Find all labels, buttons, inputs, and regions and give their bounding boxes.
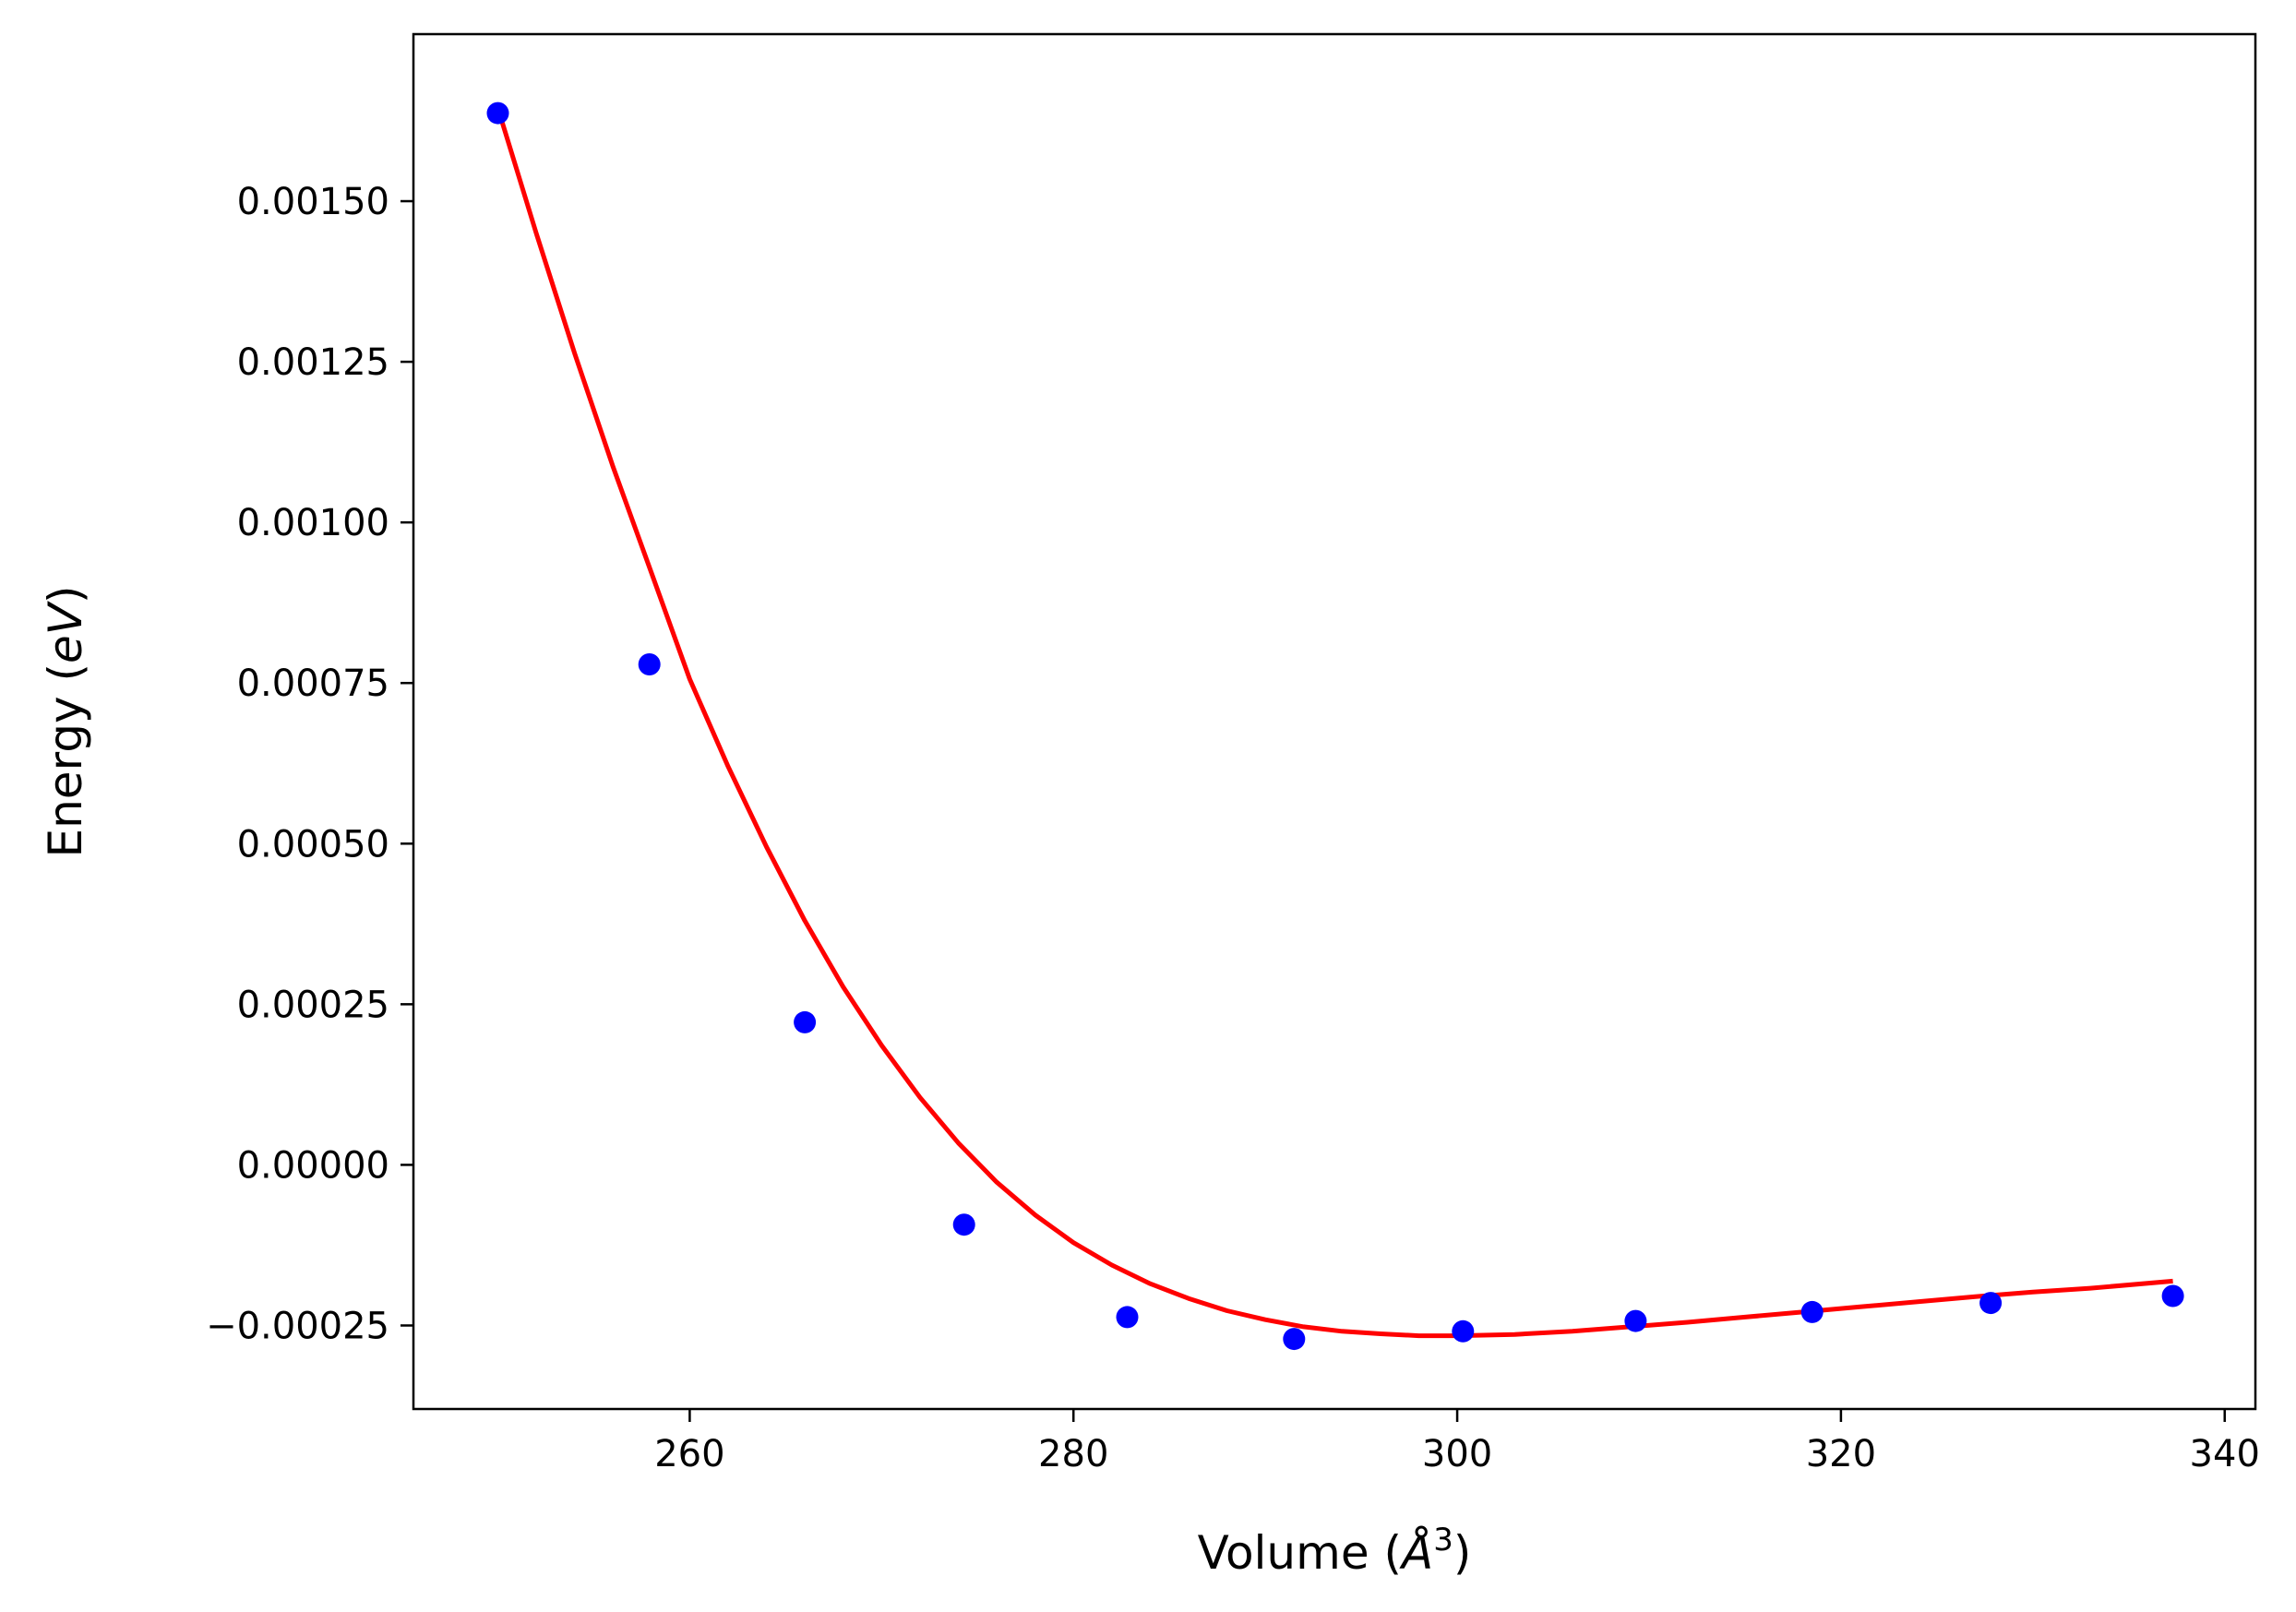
y-tick-label: 0.00000: [237, 1144, 389, 1187]
data-point: [2161, 1284, 2184, 1308]
plot-area: [486, 101, 2184, 1351]
y-tick-label: 0.00150: [237, 181, 389, 223]
y-tick-label: −0.00025: [206, 1305, 389, 1347]
data-point: [1116, 1306, 1139, 1329]
x-tick-label: 340: [2190, 1433, 2260, 1475]
data-point: [1624, 1309, 1647, 1332]
data-point: [1979, 1292, 2003, 1315]
fit-curve: [496, 107, 2173, 1339]
x-tick-label: 280: [1038, 1433, 1108, 1475]
data-point: [1800, 1300, 1824, 1323]
x-axis-label: Volume (Å3): [1198, 1522, 1472, 1580]
x-axis-label-unit: Å: [1399, 1526, 1433, 1580]
x-axis-label-exponent: 3: [1433, 1522, 1453, 1558]
x-tick-label: 320: [1806, 1433, 1876, 1475]
y-tick-label: 0.00125: [237, 341, 389, 384]
data-point: [486, 101, 509, 125]
y-axis-label-text: Energy: [39, 696, 92, 857]
data-point: [794, 1010, 817, 1033]
y-tick-label: 0.00050: [237, 823, 389, 866]
data-point: [638, 653, 661, 675]
data-point: [1452, 1319, 1475, 1343]
data-point: [952, 1213, 975, 1236]
y-axis-label-unit: eV: [39, 600, 92, 663]
y-tick-label: 0.00075: [237, 663, 389, 705]
y-tick-label: 0.00100: [237, 502, 389, 544]
data-point: [1283, 1328, 1306, 1351]
x-tick-label: 260: [654, 1433, 724, 1475]
y-axis-label: Energy (eV): [39, 586, 92, 858]
x-tick-label: 300: [1422, 1433, 1492, 1475]
y-axis: −0.00025 0.00000 0.00025 0.00050 0.00075 0.00…: [206, 181, 413, 1347]
x-axis-label-text: Volume: [1198, 1526, 1369, 1580]
plot-frame: [412, 32, 2257, 1411]
x-axis: 260 280 300 320 340: [654, 1409, 2260, 1475]
y-tick-label: 0.00025: [237, 984, 389, 1026]
